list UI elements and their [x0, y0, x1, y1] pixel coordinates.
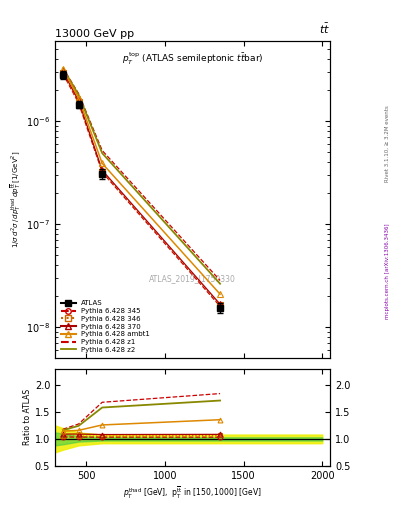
X-axis label: $p_T^{\rm thad}\ [\rm GeV],\ p_T^{\overline{t}t}\ \rm in\ [150,1000]\ [GeV]$: $p_T^{\rm thad}\ [\rm GeV],\ p_T^{\overl…: [123, 485, 262, 501]
Line: Pythia 6.428 ambt1: Pythia 6.428 ambt1: [60, 67, 223, 297]
Pythia 6.428 ambt1: [76, 95, 81, 101]
Pythia 6.428 345: [218, 303, 222, 309]
Pythia 6.428 z2: [76, 92, 81, 98]
Text: ATLAS_2019_I1750330: ATLAS_2019_I1750330: [149, 274, 236, 284]
Pythia 6.428 z1: [61, 65, 65, 71]
Text: mcplots.cern.ch [arXiv:1306.3436]: mcplots.cern.ch [arXiv:1306.3436]: [385, 224, 389, 319]
Line: Pythia 6.428 346: Pythia 6.428 346: [60, 70, 223, 308]
Pythia 6.428 ambt1: [100, 160, 105, 166]
Pythia 6.428 z2: [218, 281, 222, 287]
Text: Rivet 3.1.10, ≥ 3.2M events: Rivet 3.1.10, ≥ 3.2M events: [385, 105, 389, 182]
Pythia 6.428 z1: [100, 147, 105, 154]
Pythia 6.428 ambt1: [61, 66, 65, 72]
Pythia 6.428 z1: [218, 278, 222, 284]
Line: Pythia 6.428 z2: Pythia 6.428 z2: [63, 69, 220, 284]
Pythia 6.428 370: [61, 68, 65, 74]
Pythia 6.428 346: [61, 70, 65, 76]
Line: Pythia 6.428 345: Pythia 6.428 345: [60, 71, 223, 309]
Text: $t\bar{t}$: $t\bar{t}$: [319, 22, 330, 36]
Y-axis label: Ratio to ATLAS: Ratio to ATLAS: [23, 389, 32, 445]
Pythia 6.428 346: [100, 168, 105, 175]
Pythia 6.428 345: [61, 71, 65, 77]
Pythia 6.428 z2: [61, 66, 65, 72]
Text: 13000 GeV pp: 13000 GeV pp: [55, 29, 134, 39]
Legend: ATLAS, Pythia 6.428 345, Pythia 6.428 346, Pythia 6.428 370, Pythia 6.428 ambt1,: ATLAS, Pythia 6.428 345, Pythia 6.428 34…: [59, 298, 152, 355]
Pythia 6.428 370: [218, 301, 222, 307]
Line: Pythia 6.428 z1: Pythia 6.428 z1: [63, 68, 220, 281]
Pythia 6.428 370: [100, 167, 105, 173]
Pythia 6.428 ambt1: [218, 291, 222, 297]
Pythia 6.428 346: [76, 99, 81, 105]
Pythia 6.428 370: [76, 98, 81, 104]
Y-axis label: $1/\sigma\,d^2\sigma\,/\,dp_T^{\rm thad}\,dp_T^{\rm \overline{t}t}\,[1/{\rm GeV}: $1/\sigma\,d^2\sigma\,/\,dp_T^{\rm thad}…: [10, 151, 23, 248]
Pythia 6.428 346: [218, 302, 222, 308]
Line: Pythia 6.428 370: Pythia 6.428 370: [60, 69, 223, 307]
Pythia 6.428 z2: [100, 150, 105, 156]
Pythia 6.428 345: [76, 100, 81, 106]
Pythia 6.428 345: [100, 169, 105, 175]
Text: $p_T^{\rm top}$ (ATLAS semileptonic $t\bar{t}$bar): $p_T^{\rm top}$ (ATLAS semileptonic $t\b…: [122, 51, 263, 67]
Pythia 6.428 z1: [76, 91, 81, 97]
